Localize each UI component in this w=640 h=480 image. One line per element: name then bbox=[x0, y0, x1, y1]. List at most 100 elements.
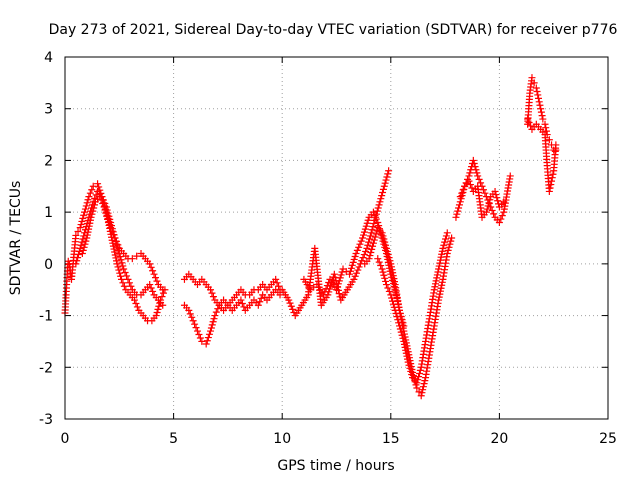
data-point bbox=[369, 239, 377, 247]
data-point bbox=[214, 305, 222, 313]
data-point bbox=[492, 191, 500, 199]
data-point bbox=[368, 245, 376, 253]
data-point bbox=[209, 293, 217, 301]
data-point bbox=[434, 268, 442, 276]
data-point bbox=[466, 169, 474, 177]
data-point bbox=[149, 287, 157, 295]
data-point bbox=[85, 193, 93, 201]
data-point bbox=[256, 298, 264, 306]
data-point bbox=[416, 366, 424, 374]
y-tick-label: 0 bbox=[44, 257, 53, 273]
data-point bbox=[367, 248, 375, 256]
data-point bbox=[472, 166, 480, 174]
data-point bbox=[79, 246, 87, 254]
data-point bbox=[548, 177, 556, 185]
data-point bbox=[104, 218, 112, 226]
data-point bbox=[485, 199, 493, 207]
data-point bbox=[458, 189, 466, 197]
data-point bbox=[415, 373, 423, 381]
data-point bbox=[196, 334, 204, 342]
data-point bbox=[337, 271, 345, 279]
data-point bbox=[374, 204, 382, 212]
data-point bbox=[81, 205, 89, 213]
data-point bbox=[114, 263, 122, 271]
data-point bbox=[382, 281, 390, 289]
data-point bbox=[483, 205, 491, 213]
data-point bbox=[435, 293, 443, 301]
data-point bbox=[381, 179, 389, 187]
data-point bbox=[154, 305, 162, 313]
data-point bbox=[207, 327, 215, 335]
data-point bbox=[205, 330, 213, 338]
data-point bbox=[385, 167, 393, 175]
data-point bbox=[133, 252, 141, 260]
data-point bbox=[399, 321, 407, 329]
x-axis-label: GPS time / hours bbox=[277, 458, 394, 474]
data-point bbox=[465, 177, 473, 185]
data-point bbox=[106, 227, 114, 235]
data-point bbox=[78, 217, 86, 225]
data-point bbox=[435, 262, 443, 270]
data-point bbox=[152, 274, 159, 282]
data-point bbox=[386, 257, 394, 265]
data-point bbox=[80, 211, 88, 219]
data-point bbox=[88, 186, 96, 194]
data-point bbox=[89, 182, 97, 190]
data-point bbox=[441, 238, 449, 246]
data-point bbox=[396, 325, 404, 333]
series-track-h bbox=[361, 224, 456, 400]
data-point bbox=[438, 281, 446, 289]
data-point bbox=[321, 288, 329, 296]
data-points bbox=[61, 74, 560, 400]
data-point bbox=[473, 169, 481, 177]
y-tick-label: 2 bbox=[44, 153, 53, 169]
data-point bbox=[330, 270, 338, 278]
data-point bbox=[366, 252, 374, 260]
data-point bbox=[121, 268, 129, 276]
data-point bbox=[346, 270, 354, 278]
data-point bbox=[381, 238, 389, 246]
data-point bbox=[123, 272, 131, 280]
data-point bbox=[362, 222, 370, 230]
chart-title: Day 273 of 2021, Sidereal Day-to-day VTE… bbox=[49, 22, 618, 38]
data-point bbox=[128, 255, 136, 263]
data-point bbox=[459, 186, 467, 194]
data-point bbox=[364, 216, 372, 224]
data-point bbox=[355, 263, 363, 271]
series-track-k bbox=[456, 177, 508, 221]
x-tick-label: 15 bbox=[382, 431, 400, 447]
data-point bbox=[379, 232, 387, 240]
data-point bbox=[78, 250, 86, 258]
data-point bbox=[538, 112, 546, 120]
data-point bbox=[133, 303, 141, 311]
data-point bbox=[447, 237, 455, 245]
series-track-c bbox=[78, 193, 169, 325]
data-point bbox=[367, 229, 375, 237]
data-point bbox=[445, 243, 453, 251]
data-point bbox=[378, 192, 386, 200]
x-tick-label: 0 bbox=[61, 431, 70, 447]
data-point bbox=[545, 136, 553, 144]
data-point bbox=[437, 253, 445, 261]
data-point bbox=[395, 322, 403, 330]
data-point bbox=[116, 269, 124, 277]
data-point bbox=[209, 318, 217, 326]
data-point bbox=[431, 283, 439, 291]
data-point bbox=[84, 196, 92, 204]
data-point bbox=[91, 201, 99, 209]
data-point bbox=[464, 175, 472, 183]
data-point bbox=[385, 287, 393, 295]
data-point bbox=[500, 198, 508, 206]
data-point bbox=[402, 349, 410, 357]
data-point bbox=[115, 266, 123, 274]
data-point bbox=[240, 303, 248, 311]
data-point bbox=[481, 189, 489, 197]
data-point bbox=[404, 358, 412, 366]
data-point bbox=[147, 284, 155, 292]
data-point bbox=[549, 170, 557, 178]
data-point bbox=[117, 256, 125, 264]
data-point bbox=[387, 260, 395, 268]
data-point bbox=[207, 324, 215, 332]
data-point bbox=[369, 242, 377, 250]
data-point bbox=[525, 119, 533, 127]
